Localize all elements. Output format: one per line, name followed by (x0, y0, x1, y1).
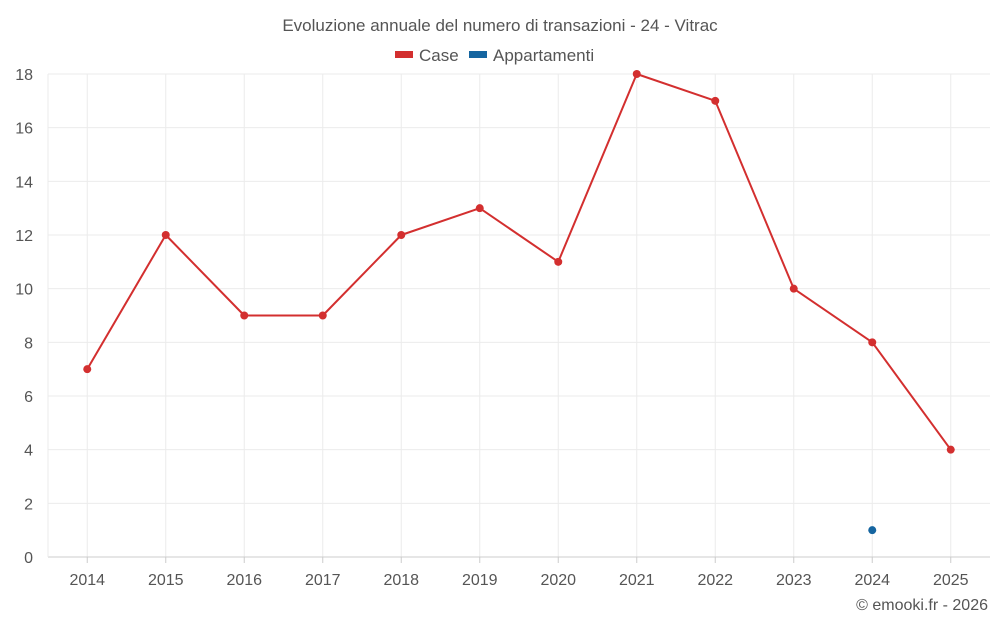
data-point-case-2019[interactable] (475, 204, 484, 213)
data-point-case-2016[interactable] (240, 311, 249, 320)
y-tick-label: 10 (15, 282, 33, 299)
data-point-case-2021[interactable] (632, 70, 641, 78)
legend: Case Appartamenti (395, 46, 594, 65)
x-tick-label: 2019 (462, 572, 498, 589)
series (83, 70, 955, 535)
credit-text: © emooki.fr - 2026 (856, 597, 988, 614)
chart-title: Evoluzione annuale del numero di transaz… (282, 16, 718, 35)
series-appartamenti (868, 526, 877, 535)
data-point-case-2018[interactable] (397, 231, 406, 239)
legend-label-case[interactable]: Case (419, 46, 459, 65)
y-tick-label: 8 (24, 335, 33, 352)
y-tick-label: 2 (24, 496, 33, 513)
x-tick-label: 2025 (933, 572, 969, 589)
series-case (83, 70, 955, 454)
y-tick-label: 12 (15, 228, 33, 245)
x-tick-label: 2023 (776, 572, 812, 589)
data-point-case-2025[interactable] (946, 445, 955, 454)
y-tick-label: 0 (24, 550, 33, 567)
x-tick-label: 2015 (148, 572, 184, 589)
x-tick-label: 2014 (69, 572, 105, 589)
x-tick-label: 2022 (697, 572, 733, 589)
legend-swatch-appartamenti (469, 51, 487, 58)
grid (48, 73, 990, 557)
y-axis-ticks: 0 2 4 6 8 10 12 14 16 18 (15, 67, 33, 567)
legend-swatch-case (395, 51, 413, 58)
series-line-case (86, 73, 952, 451)
x-axis-ticks: 2014 2015 2016 2017 2018 2019 2020 2021 2022 2023… (69, 572, 968, 589)
data-point-appartamenti-2024[interactable] (868, 526, 877, 535)
x-tick-label: 2017 (305, 572, 341, 589)
data-point-case-2022[interactable] (711, 96, 720, 105)
data-point-case-2017[interactable] (318, 311, 327, 320)
data-point-case-2020[interactable] (554, 257, 563, 266)
y-tick-label: 6 (24, 389, 33, 406)
x-tick-label: 2016 (226, 572, 262, 589)
y-tick-label: 14 (15, 174, 33, 191)
y-tick-label: 4 (24, 443, 33, 460)
x-tick-label: 2024 (854, 572, 890, 589)
x-tick-label: 2020 (540, 572, 576, 589)
x-tick-label: 2021 (619, 572, 655, 589)
data-point-case-2014[interactable] (83, 365, 92, 374)
data-point-case-2024[interactable] (868, 338, 877, 347)
data-point-case-2023[interactable] (789, 284, 798, 293)
axes (47, 74, 990, 563)
data-point-case-2015[interactable] (161, 231, 170, 239)
y-tick-label: 18 (15, 67, 33, 84)
x-tick-label: 2018 (383, 572, 419, 589)
y-tick-label: 16 (15, 121, 33, 138)
legend-label-appartamenti[interactable]: Appartamenti (493, 46, 594, 65)
